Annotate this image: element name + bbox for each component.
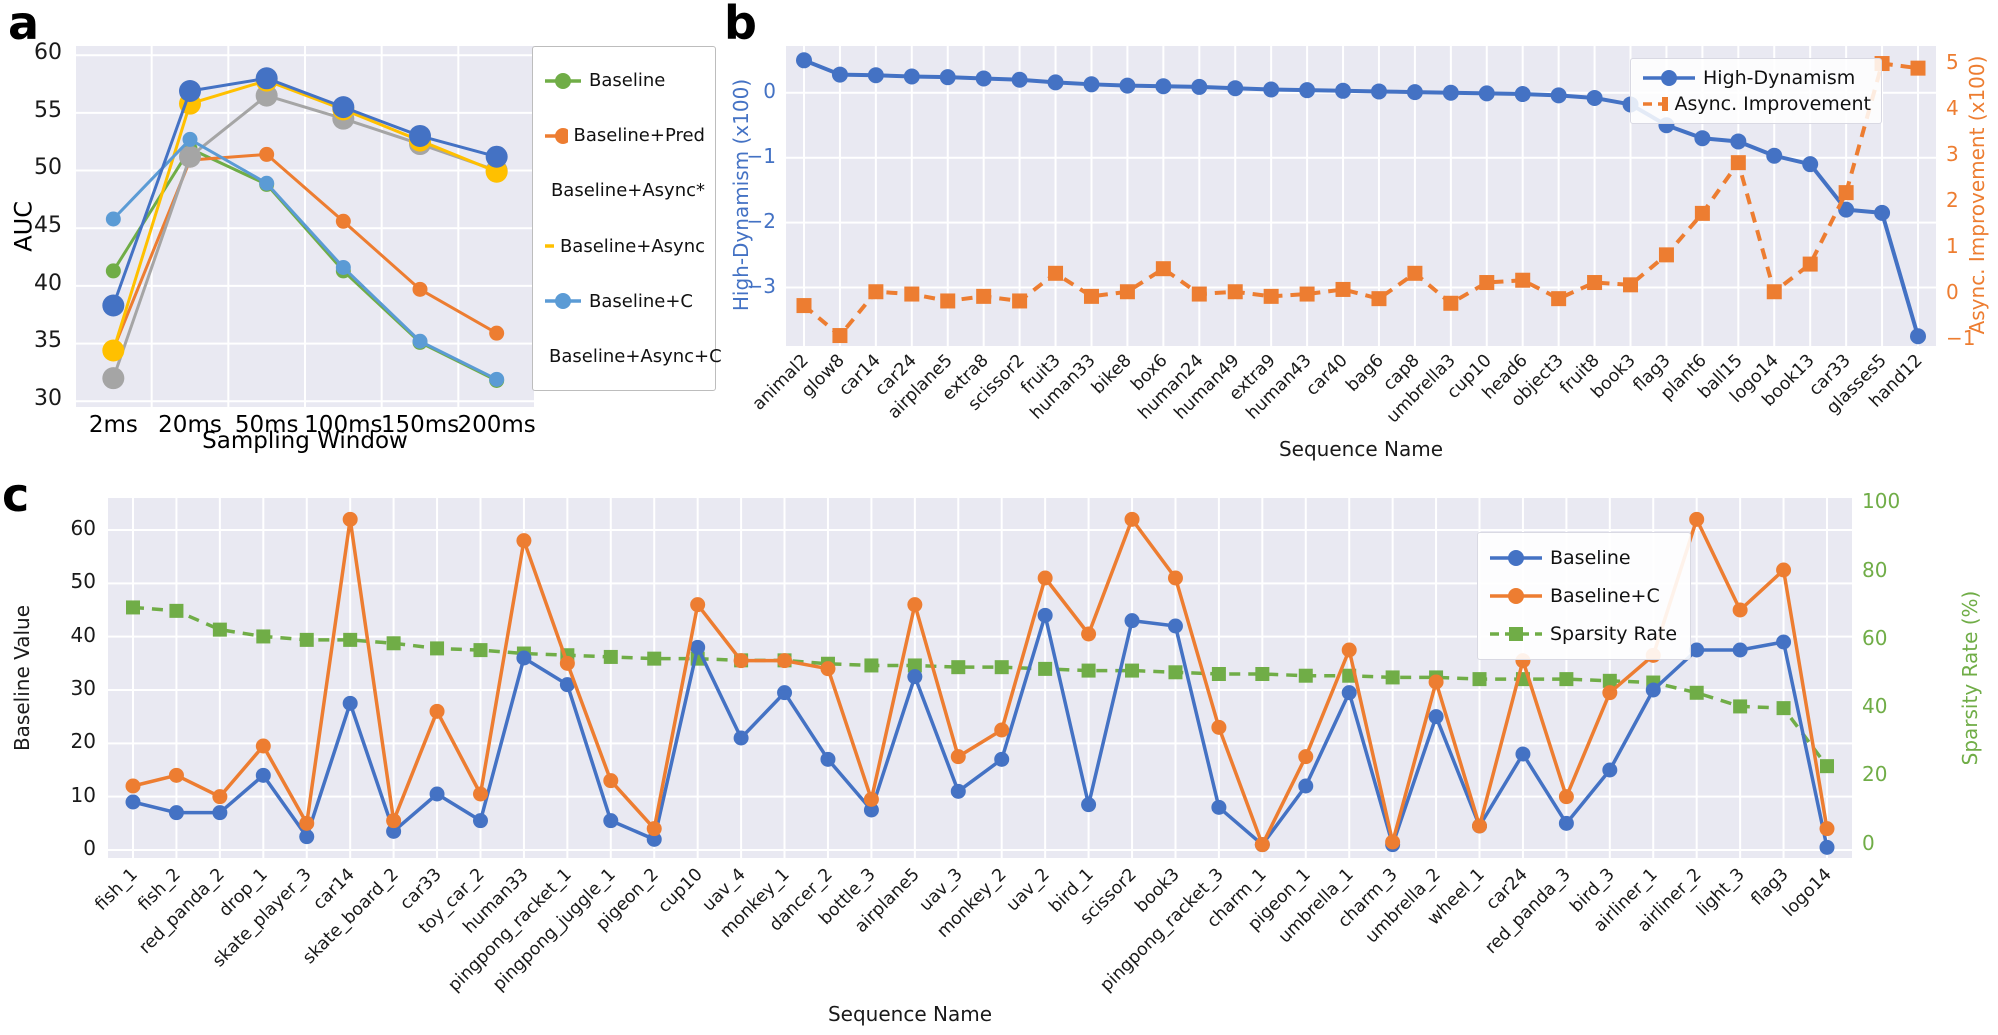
legend-item[interactable]: Baseline+C xyxy=(1488,585,1680,607)
legend-marker-icon xyxy=(1490,550,1542,566)
tick-label-y: 40 xyxy=(34,270,62,296)
legend-label: Baseline xyxy=(589,70,666,92)
panel-a-plot xyxy=(74,46,536,407)
axis-title-c-x: Sequence Name xyxy=(827,1002,992,1026)
tick-label-y-right: −1 xyxy=(1946,326,1976,351)
tick-label-y: 60 xyxy=(70,516,96,540)
tick-label-y-right: 0 xyxy=(1862,830,1875,855)
legend-item[interactable]: Baseline+Async xyxy=(543,235,705,257)
legend-item[interactable]: Baseline+C xyxy=(543,290,705,312)
tick-label-x: 2ms xyxy=(88,412,138,438)
tick-label-y: 30 xyxy=(70,676,96,700)
tick-label-y-right: 80 xyxy=(1862,557,1888,582)
legend-label: Baseline+C xyxy=(1550,585,1660,607)
tick-label-y-right: 100 xyxy=(1862,489,1901,514)
tick-label-y-right: 20 xyxy=(1862,762,1888,787)
tick-label-y: 30 xyxy=(34,386,62,412)
legend-label: Baseline xyxy=(1550,547,1631,569)
tick-label-y-right: 5 xyxy=(1946,49,1959,74)
legend-label: Baseline+Async+C xyxy=(549,345,722,367)
legend-marker-icon xyxy=(545,72,581,89)
legend-item[interactable]: High-Dynamism xyxy=(1641,67,1871,89)
tick-label-y-right: 2 xyxy=(1946,187,1959,212)
tick-label-x: 100ms xyxy=(304,412,383,438)
tick-label-y: 50 xyxy=(70,569,96,594)
tick-label-y: 20 xyxy=(70,729,96,754)
legend-label: Sparsity Rate xyxy=(1550,623,1678,645)
panel-label-c: c xyxy=(2,468,30,522)
tick-label-x: 50ms xyxy=(234,412,299,438)
tick-label-y-right: 3 xyxy=(1946,141,1959,166)
legend-marker-icon xyxy=(545,293,581,310)
legend-marker-icon xyxy=(545,244,554,248)
tick-label-y-right: 1 xyxy=(1946,233,1959,258)
panel-label-a: a xyxy=(8,0,40,50)
legend-marker-icon xyxy=(1643,97,1669,111)
tick-label-y-right: 4 xyxy=(1946,95,1959,120)
tick-label-y: 45 xyxy=(34,213,62,239)
axis-title-b-x: Sequence Name xyxy=(1278,437,1443,461)
legend-label: Async. Improvement xyxy=(1674,93,1871,115)
tick-label-y: 40 xyxy=(70,622,96,647)
legend-label: Baseline+Pred xyxy=(573,125,705,147)
legend-label: High-Dynamism xyxy=(1703,67,1856,89)
legend-label: Baseline+Async* xyxy=(550,180,705,202)
tick-label-y: 0 xyxy=(763,78,776,103)
legend-item[interactable]: Baseline xyxy=(543,70,705,92)
axis-title-a-x: Sampling Window xyxy=(202,428,408,454)
legend-item[interactable]: Baseline+Async+C xyxy=(543,345,722,367)
legend-item[interactable]: Baseline xyxy=(1488,547,1680,569)
legend-marker-icon xyxy=(545,127,568,144)
legend-item[interactable]: Sparsity Rate xyxy=(1488,623,1680,645)
legend-marker-icon xyxy=(543,180,545,202)
tick-label-y: −2 xyxy=(746,208,776,233)
tick-label-y: −1 xyxy=(746,143,776,168)
tick-label-y: 60 xyxy=(34,40,62,66)
tick-label-y: 55 xyxy=(34,97,62,123)
tick-label-x: 200ms xyxy=(457,412,536,438)
tick-label-y: 10 xyxy=(70,782,96,807)
tick-label-y-right: 40 xyxy=(1862,694,1888,719)
tick-label-y: 0 xyxy=(83,836,96,860)
legend-item[interactable]: Async. Improvement xyxy=(1641,93,1871,115)
legend-marker-icon xyxy=(1643,70,1695,86)
tick-label-y: −3 xyxy=(746,273,776,298)
legend-label: Baseline+C xyxy=(589,290,693,312)
tick-label-y: 50 xyxy=(34,155,62,181)
tick-label-x: 150ms xyxy=(380,412,460,438)
axis-title-c-y-left: Baseline Value xyxy=(10,604,34,752)
panel-label-b: b xyxy=(724,0,757,50)
legend-item[interactable]: Baseline+Async* xyxy=(543,180,705,202)
legend-item[interactable]: Baseline+Pred xyxy=(543,125,705,147)
legend-c: Baseline Baseline+C Sparsity Rate xyxy=(1477,532,1691,660)
tick-label-y: 35 xyxy=(34,328,62,354)
legend-marker-icon xyxy=(1490,627,1542,641)
tick-label-y-right: 0 xyxy=(1946,280,1959,305)
tick-label-y-right: 60 xyxy=(1862,625,1888,650)
legend-b: High-Dynamism Async. Improvement xyxy=(1630,58,1882,124)
legend-marker-icon xyxy=(1490,588,1542,604)
legend-a: Baseline Baseline+Pred Baseline+Async* Base… xyxy=(532,46,722,391)
tick-label-x: 20ms xyxy=(158,412,222,438)
axis-title-b-y-right: Async. Improvement (x100) xyxy=(1965,55,1989,335)
legend-label: Baseline+Async xyxy=(559,235,705,257)
axis-title-c-y-right: Sparsity Rate (%) xyxy=(1958,590,1982,766)
